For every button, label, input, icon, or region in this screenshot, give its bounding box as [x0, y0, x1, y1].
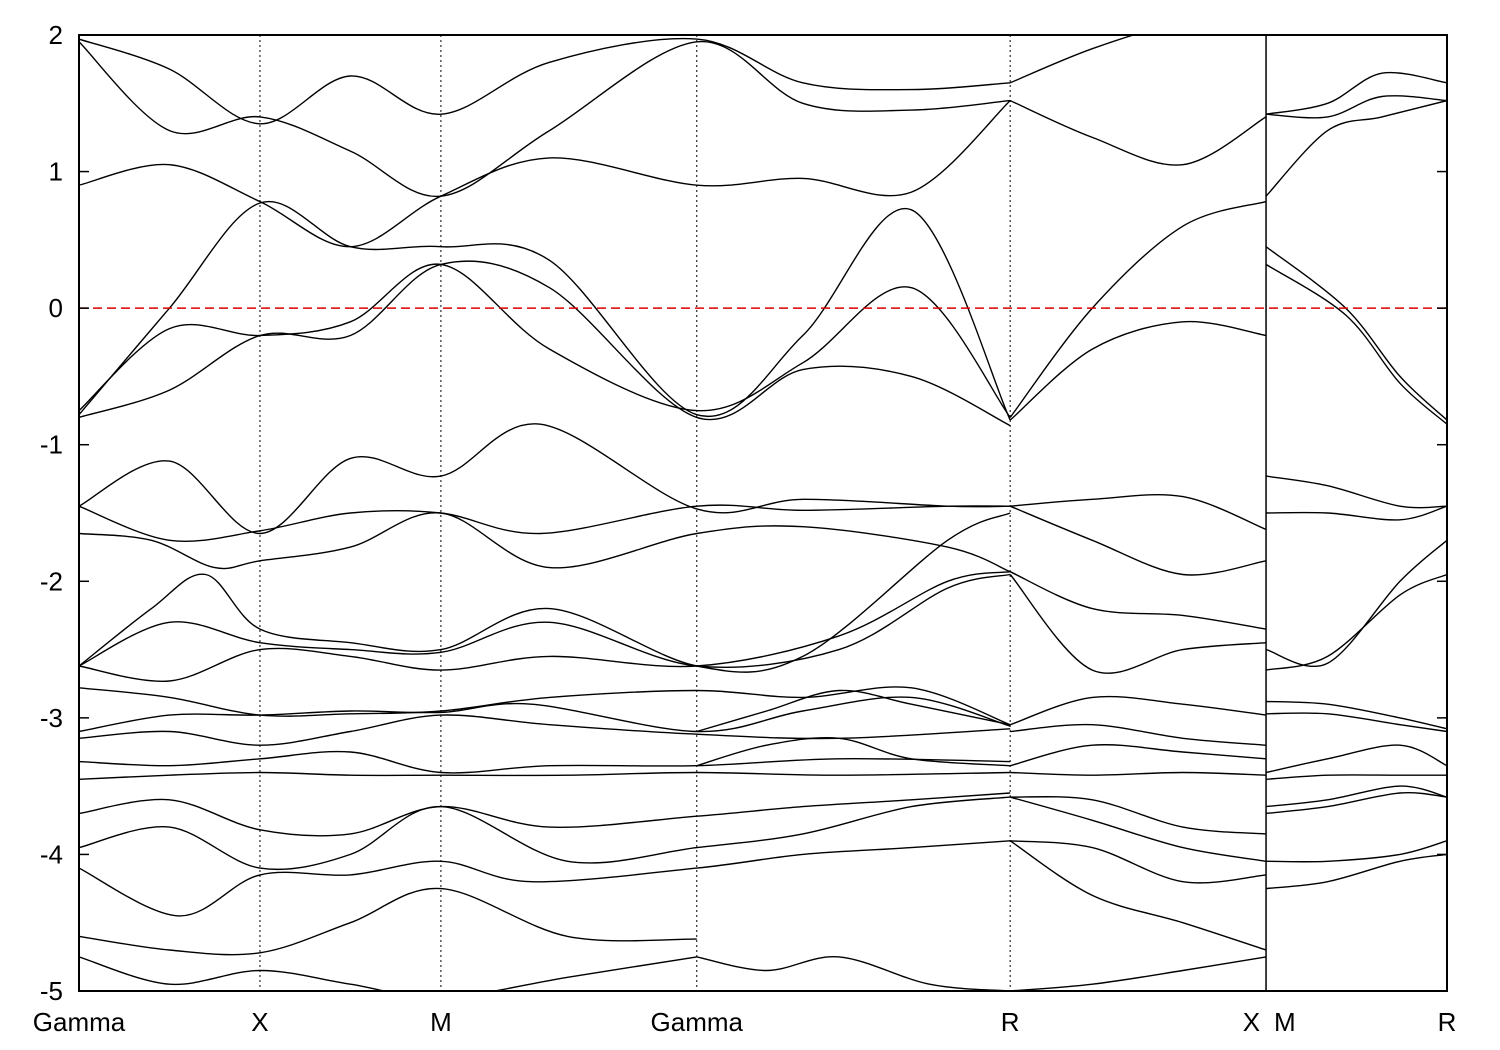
band-b24 — [696, 689, 1011, 733]
band-b27 — [1009, 200, 1267, 418]
band-b45 — [1265, 99, 1447, 197]
x-tick-label: X — [1243, 1007, 1260, 1037]
band-b06 — [79, 771, 1011, 780]
band-b52 — [1265, 700, 1447, 730]
band-b37 — [1010, 771, 1267, 776]
band-b20 — [79, 100, 1011, 248]
y-tick-label: 2 — [49, 20, 63, 50]
band-b02 — [79, 887, 697, 956]
band-b50 — [1265, 539, 1447, 668]
x-tick-label: M — [1274, 1007, 1296, 1037]
band-b13 — [79, 512, 1011, 673]
band-b46 — [1265, 95, 1447, 119]
band-b58 — [1265, 840, 1447, 863]
band-b42 — [1010, 956, 1267, 991]
band-b09 — [79, 696, 1011, 733]
band-b38 — [1010, 796, 1267, 835]
band-b40 — [1010, 840, 1267, 884]
band-b23 — [696, 737, 1011, 767]
band-b14 — [79, 512, 1011, 573]
band-b26 — [1009, 320, 1267, 421]
band-b28 — [1009, 99, 1267, 166]
y-tick-label: -1 — [40, 430, 63, 460]
y-tick-label: -4 — [40, 839, 63, 869]
band-b39 — [1010, 796, 1267, 862]
band-b16 — [79, 423, 1011, 535]
x-tick-label: Gamma — [33, 1007, 126, 1037]
x-tick-label: R — [1001, 1007, 1020, 1037]
band-b25 — [696, 956, 1011, 991]
band-b44 — [1265, 263, 1447, 425]
band-b35 — [1010, 723, 1267, 746]
x-tick-label: X — [251, 1007, 268, 1037]
band-b34 — [1009, 695, 1267, 726]
band-b31 — [1009, 505, 1267, 576]
y-tick-label: -5 — [40, 976, 63, 1006]
band-b18 — [79, 263, 1011, 418]
band-b12 — [79, 573, 1011, 668]
band-b04 — [79, 796, 1011, 871]
band-b57 — [1265, 791, 1447, 815]
band-b05 — [79, 792, 1011, 837]
band-b55 — [1265, 774, 1447, 780]
x-tick-label: M — [430, 1007, 452, 1037]
band-b21 — [79, 41, 1011, 197]
band-b03 — [79, 840, 1011, 917]
band-b10 — [79, 686, 1011, 726]
band-b30 — [1010, 493, 1267, 531]
band-b19 — [79, 200, 1011, 421]
band-b54 — [1265, 744, 1447, 774]
band-b49 — [1265, 505, 1447, 521]
y-axis-ticks: 2 1 0 -1 -2 -3 -4 -5 — [40, 20, 1447, 1006]
band-b15 — [79, 504, 1011, 543]
band-b36 — [1010, 744, 1267, 767]
band-b17 — [79, 260, 1011, 427]
band-b41 — [1009, 840, 1267, 951]
band-b51 — [1265, 573, 1447, 671]
y-tick-label: 1 — [49, 157, 63, 187]
band-b56 — [1265, 785, 1447, 808]
band-b33 — [1009, 574, 1267, 674]
y-tick-label: -3 — [40, 703, 63, 733]
x-tick-label: Gamma — [651, 1007, 744, 1037]
band-b11 — [79, 571, 1011, 683]
symmetry-point-lines — [259, 35, 1011, 991]
plot-frame — [78, 34, 1448, 992]
x-tick-label: R — [1438, 1007, 1457, 1037]
band-b53 — [1265, 712, 1447, 733]
band-b48 — [1265, 475, 1447, 509]
x-axis-ticks: Gamma X M Gamma R X M R — [33, 1007, 1457, 1037]
band-b22 — [79, 37, 1011, 125]
band-b07 — [79, 750, 1011, 774]
band-b43 — [1265, 246, 1447, 421]
band-b01 — [79, 956, 697, 991]
band-curves — [79, 35, 1447, 991]
band-b08 — [79, 714, 1011, 746]
y-tick-label: 0 — [49, 293, 63, 323]
band-b29 — [1009, 35, 1136, 84]
band-b59 — [1265, 853, 1447, 890]
y-tick-label: -2 — [40, 566, 63, 596]
band-b32 — [1009, 571, 1267, 630]
band-b47 — [1265, 71, 1447, 115]
